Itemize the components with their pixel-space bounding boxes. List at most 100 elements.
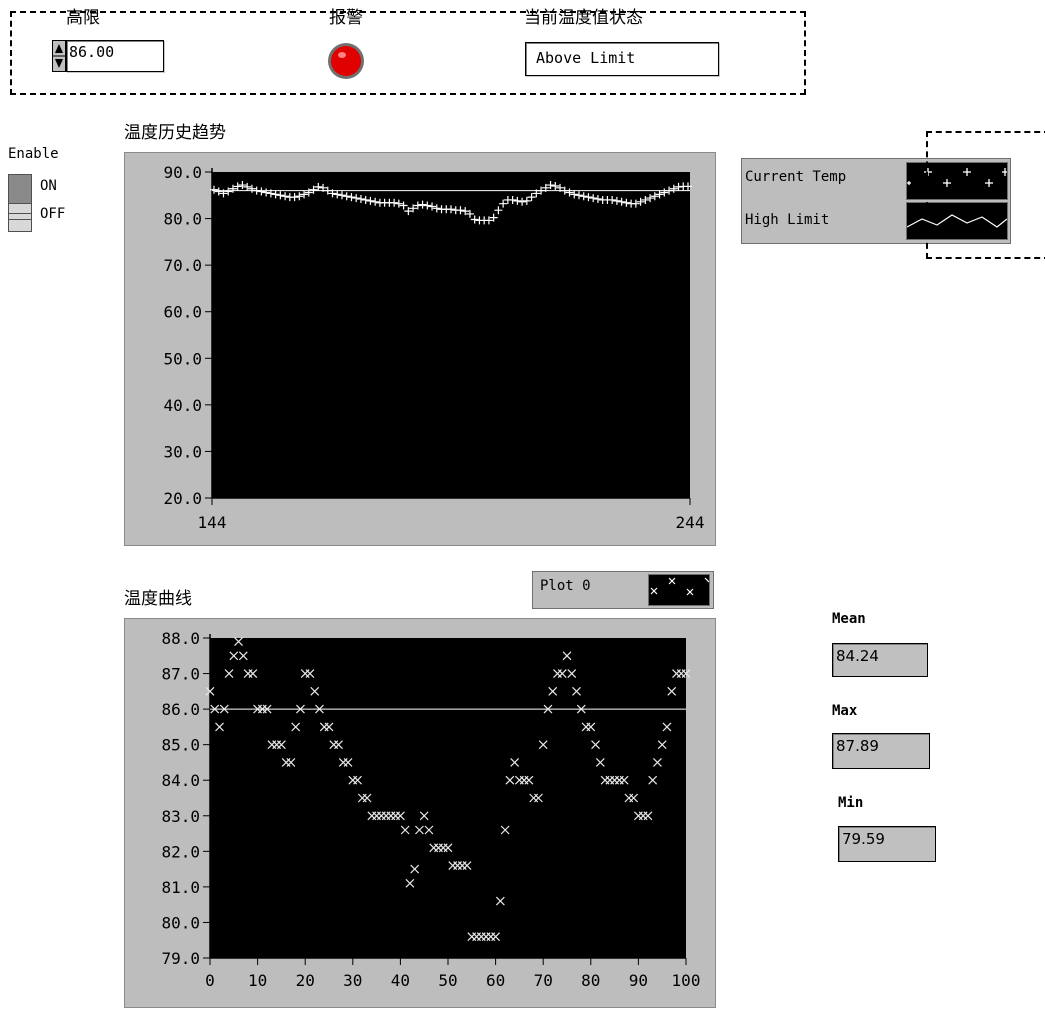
plot-0-point xyxy=(557,669,567,678)
current-temp-point xyxy=(423,201,432,210)
alarm-led-icon xyxy=(328,43,364,79)
current-temp-point xyxy=(257,187,266,196)
alarm-label: 报警 xyxy=(329,8,363,28)
curve-y-tick-label: 84.0 xyxy=(161,771,200,790)
enable-switch[interactable] xyxy=(8,174,32,232)
current-temp-point xyxy=(428,202,437,211)
current-temp-point xyxy=(622,198,631,207)
plot-0-point xyxy=(238,651,248,661)
plot-0-point xyxy=(491,932,501,942)
current-temp-series xyxy=(210,181,692,225)
mean-label: Mean xyxy=(832,611,866,627)
max-indicator: 87.89 xyxy=(832,733,930,769)
current-temp-point xyxy=(247,184,256,193)
current-temp-point xyxy=(210,185,218,194)
enable-switch-on-segment[interactable] xyxy=(8,174,32,204)
x-marker-icon xyxy=(650,577,710,596)
plot-0-point xyxy=(410,864,420,874)
current-temp-point xyxy=(328,189,337,198)
current-temp-point xyxy=(470,215,479,224)
plot-0-point xyxy=(353,775,362,785)
plot-0-point xyxy=(462,861,472,870)
history-y-tick-label: 90.0 xyxy=(163,163,202,182)
current-temp-point xyxy=(300,190,309,199)
current-temp-point xyxy=(399,201,408,210)
current-temp-point xyxy=(252,186,261,195)
plot-0-point xyxy=(305,669,315,678)
current-temp-point xyxy=(484,216,493,225)
current-temp-point xyxy=(319,183,328,192)
current-temp-point xyxy=(646,194,655,203)
current-temp-point xyxy=(356,195,365,204)
plot-0-point xyxy=(234,637,243,646)
legend-swatch-current-temp xyxy=(906,162,1008,200)
curve-chart: 88.0 87.0 86.0 85.0 84.0 83.0 82.0 81.0 80.0 79.0… xyxy=(161,629,700,990)
enable-on-label: ON xyxy=(40,178,57,194)
current-temp-point xyxy=(532,189,541,198)
current-temp-point xyxy=(333,190,342,199)
mean-indicator: 84.24 xyxy=(832,643,928,677)
stepper-arrows-icon[interactable] xyxy=(53,41,65,71)
current-temp-point xyxy=(465,209,474,218)
current-temp-point xyxy=(631,199,640,208)
current-temp-point xyxy=(290,193,299,202)
current-temp-point xyxy=(508,195,517,204)
plot-0-point xyxy=(548,686,558,696)
plot-0-point xyxy=(262,704,272,714)
plot-0-point xyxy=(415,825,424,835)
curve-x-tick-label: 80 xyxy=(581,971,600,990)
history-y-tick-label: 30.0 xyxy=(163,442,202,461)
current-temp-point xyxy=(342,192,351,201)
high-limit-input[interactable]: 86.00 xyxy=(66,40,164,72)
curve-plot-area xyxy=(210,638,686,958)
plot-0-point xyxy=(524,775,534,785)
plot-0-point xyxy=(657,740,667,750)
current-temp-point xyxy=(233,182,242,191)
legend-swatch-plot-0 xyxy=(648,574,710,606)
status-indicator: Above Limit xyxy=(525,42,719,76)
plot-0-point xyxy=(405,878,415,888)
plot-0-point xyxy=(500,825,510,835)
current-temp-point xyxy=(309,185,318,194)
history-plot-area xyxy=(212,172,690,498)
curve-x-tick-label: 50 xyxy=(438,971,457,990)
history-y-tick-label: 60.0 xyxy=(163,303,202,322)
current-temp-point xyxy=(527,193,536,202)
plot-0-point xyxy=(629,793,639,803)
current-temp-point xyxy=(295,192,304,201)
current-temp-point xyxy=(641,195,650,204)
current-temp-point xyxy=(660,188,669,197)
current-temp-point xyxy=(323,186,332,195)
current-temp-point xyxy=(570,190,579,199)
plot-0-series xyxy=(205,637,691,942)
plot-0-point xyxy=(224,669,234,678)
current-temp-point xyxy=(214,187,223,196)
plot-0-point xyxy=(310,686,320,696)
current-temp-point xyxy=(537,186,546,195)
plot-0-point xyxy=(424,825,434,835)
current-temp-point xyxy=(518,197,527,206)
legend-high-limit: High Limit xyxy=(745,212,830,228)
plot-0-point xyxy=(681,669,691,678)
plot-0-point xyxy=(495,896,505,906)
curve-y-tick-label: 81.0 xyxy=(161,878,200,897)
enable-switch-off-segment[interactable] xyxy=(8,203,32,232)
history-y-tick-label: 40.0 xyxy=(163,396,202,415)
curve-x-tick-label: 90 xyxy=(629,971,648,990)
curve-y-tick-label: 87.0 xyxy=(161,665,200,684)
history-chart: 90.0 80.0 70.0 60.0 50.0 40.0 30.0 20.0 144 244 xyxy=(163,163,704,532)
max-label: Max xyxy=(832,703,858,719)
legend-swatch-high-limit xyxy=(906,202,1008,240)
current-temp-point xyxy=(432,204,441,213)
current-temp-point xyxy=(366,196,375,205)
plot-0-point xyxy=(286,758,296,767)
curve-x-tick-label: 70 xyxy=(534,971,553,990)
current-temp-point xyxy=(347,193,356,202)
current-temp-point xyxy=(556,183,565,192)
plot-0-point xyxy=(296,704,305,714)
high-limit-stepper[interactable] xyxy=(52,40,66,72)
plot-0-point xyxy=(400,825,410,835)
curve-x-tick-label: 0 xyxy=(205,971,215,990)
plot-0-point xyxy=(215,722,224,732)
plot-0-point xyxy=(219,704,229,714)
